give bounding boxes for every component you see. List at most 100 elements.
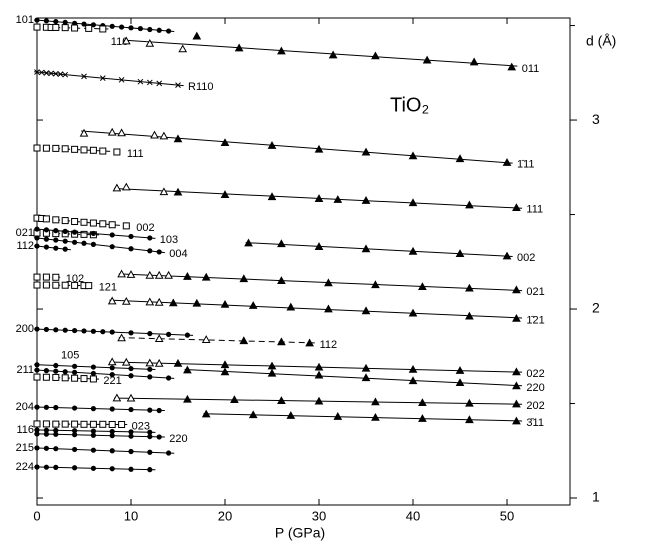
point	[48, 70, 54, 77]
point	[119, 24, 125, 30]
series-label: 200	[16, 323, 34, 335]
point	[72, 405, 78, 411]
point	[465, 415, 474, 424]
x-tick-label: 20	[218, 508, 232, 523]
point	[408, 376, 418, 385]
point	[43, 326, 50, 333]
point	[201, 409, 211, 418]
point	[81, 73, 87, 80]
point	[80, 146, 88, 154]
point	[277, 239, 286, 248]
series-label: 023	[132, 420, 150, 432]
point	[61, 374, 69, 382]
point	[33, 373, 41, 381]
point	[42, 215, 50, 223]
point	[62, 327, 68, 333]
point	[107, 357, 117, 366]
point	[469, 57, 479, 66]
point	[99, 220, 107, 228]
point	[72, 465, 78, 471]
point	[90, 428, 97, 434]
point	[324, 278, 333, 287]
point	[465, 283, 474, 292]
point	[109, 372, 115, 378]
series-label: 204	[16, 401, 34, 413]
point	[156, 80, 163, 87]
series-label: 220	[526, 382, 544, 394]
point	[85, 282, 93, 290]
point	[43, 445, 50, 451]
point	[277, 46, 286, 55]
point	[150, 130, 159, 139]
point	[248, 301, 258, 309]
point	[53, 228, 59, 234]
point	[371, 51, 380, 60]
point	[53, 404, 59, 411]
point	[166, 331, 172, 337]
point	[156, 434, 162, 440]
point	[72, 229, 78, 235]
point	[502, 158, 512, 166]
point	[175, 82, 181, 88]
point	[71, 374, 79, 382]
point	[109, 433, 115, 439]
point	[192, 298, 202, 307]
point	[154, 297, 164, 306]
point	[52, 216, 60, 224]
point	[43, 236, 50, 242]
point	[33, 281, 41, 289]
point	[90, 364, 97, 370]
point	[43, 70, 50, 76]
series-label: 220	[169, 433, 187, 445]
point	[168, 298, 178, 307]
point	[99, 147, 107, 155]
point	[108, 221, 116, 229]
point	[42, 281, 50, 289]
point	[42, 420, 50, 428]
point	[62, 246, 68, 252]
point	[113, 148, 121, 156]
point	[71, 420, 79, 428]
point	[52, 281, 60, 289]
x-tick-label: 50	[500, 508, 514, 523]
point	[34, 367, 40, 373]
point	[109, 406, 115, 412]
point	[121, 357, 131, 366]
point	[53, 368, 59, 374]
x-tick-label: 40	[406, 508, 420, 523]
point	[512, 399, 521, 408]
point	[267, 368, 277, 377]
point	[62, 19, 68, 25]
point	[145, 358, 155, 367]
point	[166, 375, 172, 381]
point	[109, 329, 115, 335]
point	[128, 406, 134, 413]
point	[90, 370, 97, 377]
point	[244, 238, 253, 247]
fit-line	[81, 130, 513, 164]
point	[147, 330, 153, 337]
series-label: 211	[16, 364, 34, 376]
point	[53, 446, 59, 452]
point	[80, 375, 88, 383]
point	[314, 370, 324, 379]
plot-frame	[36, 17, 571, 506]
point	[147, 26, 153, 33]
series-label: 002	[136, 222, 154, 234]
point	[314, 194, 324, 202]
point	[361, 244, 371, 253]
series-label: 002	[517, 252, 535, 264]
point	[109, 428, 115, 435]
point	[201, 335, 211, 343]
point	[408, 364, 418, 373]
point	[220, 299, 230, 308]
series-label: 1̄11	[517, 158, 535, 170]
point	[90, 230, 97, 237]
point	[108, 420, 116, 428]
point	[71, 218, 79, 226]
point	[90, 465, 97, 471]
point	[147, 235, 153, 241]
point	[80, 230, 88, 238]
point	[34, 243, 40, 249]
point	[34, 69, 40, 75]
